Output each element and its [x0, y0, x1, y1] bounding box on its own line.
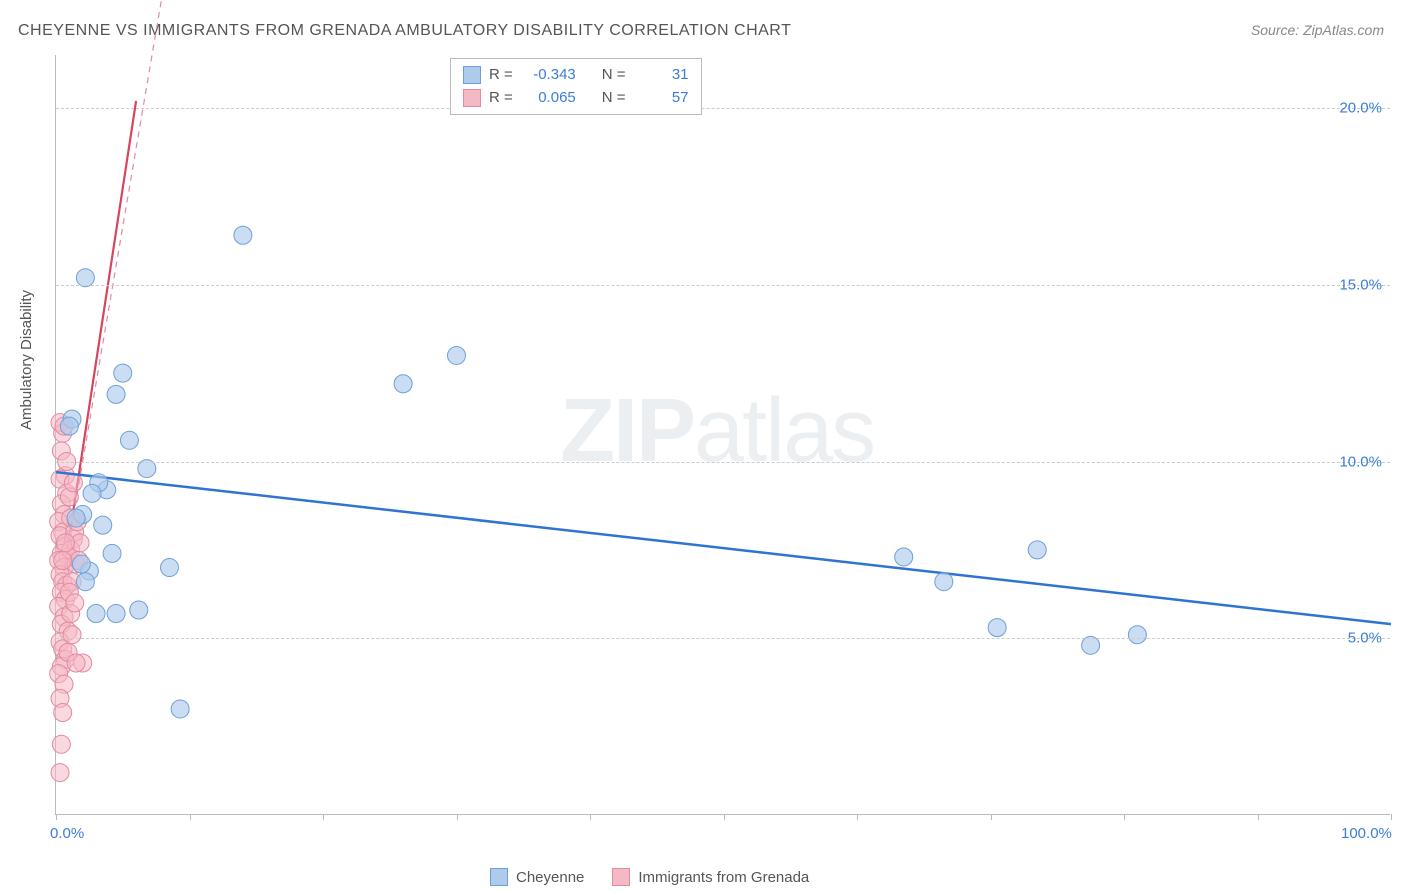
y-tick-label: 5.0% [1348, 630, 1382, 647]
gridline [56, 285, 1390, 286]
data-point [1028, 541, 1046, 559]
x-tick [724, 814, 725, 820]
gridline [56, 638, 1390, 639]
n-value: 31 [634, 64, 689, 87]
data-point [130, 601, 148, 619]
y-tick-label: 20.0% [1339, 100, 1382, 117]
scatter-plot-svg [56, 55, 1390, 814]
swatch-icon [463, 89, 481, 107]
legend-item: Cheyenne [490, 868, 584, 886]
r-value: 0.065 [521, 87, 576, 110]
data-point [83, 484, 101, 502]
trend-line [56, 472, 1391, 624]
data-point [114, 364, 132, 382]
data-point [67, 509, 85, 527]
data-point [448, 346, 466, 364]
x-tick [457, 814, 458, 820]
x-tick [190, 814, 191, 820]
data-point [394, 375, 412, 393]
data-point [63, 626, 81, 644]
data-point [64, 474, 82, 492]
gridline [56, 108, 1390, 109]
data-point [171, 700, 189, 718]
x-tick [1124, 814, 1125, 820]
data-point [52, 735, 70, 753]
data-point [160, 559, 178, 577]
x-tick [1391, 814, 1392, 820]
data-point [94, 516, 112, 534]
y-axis-label: Ambulatory Disability [18, 290, 35, 430]
x-tick [56, 814, 57, 820]
data-point [66, 594, 84, 612]
data-point [935, 573, 953, 591]
swatch-icon [612, 868, 630, 886]
data-point [103, 544, 121, 562]
x-tick [590, 814, 591, 820]
data-point [60, 417, 78, 435]
x-tick [1258, 814, 1259, 820]
y-tick-label: 15.0% [1339, 276, 1382, 293]
y-tick-label: 10.0% [1339, 453, 1382, 470]
data-point [54, 703, 72, 721]
x-tick [857, 814, 858, 820]
data-point [1128, 626, 1146, 644]
swatch-icon [490, 868, 508, 886]
x-tick [323, 814, 324, 820]
r-value: -0.343 [521, 64, 576, 87]
n-label: N = [602, 87, 626, 110]
data-point [51, 764, 69, 782]
stats-row: R = 0.065 N = 57 [463, 87, 689, 110]
data-point [988, 619, 1006, 637]
chart-title: CHEYENNE VS IMMIGRANTS FROM GRENADA AMBU… [18, 22, 791, 40]
n-value: 57 [634, 87, 689, 110]
source-attribution: Source: ZipAtlas.com [1251, 22, 1384, 38]
r-label: R = [489, 87, 513, 110]
data-point [107, 385, 125, 403]
data-point [76, 573, 94, 591]
swatch-icon [463, 66, 481, 84]
stats-row: R = -0.343 N = 31 [463, 64, 689, 87]
data-point [54, 551, 72, 569]
data-point [120, 431, 138, 449]
correlation-stats-box: R = -0.343 N = 31 R = 0.065 N = 57 [450, 58, 702, 115]
x-tick-label: 100.0% [1341, 825, 1392, 842]
x-tick [991, 814, 992, 820]
data-point [67, 654, 85, 672]
gridline [56, 462, 1390, 463]
x-tick-label: 0.0% [50, 825, 84, 842]
n-label: N = [602, 64, 626, 87]
data-point [87, 605, 105, 623]
legend-label: Immigrants from Grenada [638, 869, 809, 886]
legend: Cheyenne Immigrants from Grenada [490, 868, 809, 886]
data-point [895, 548, 913, 566]
data-point [234, 226, 252, 244]
chart-plot-area: 5.0%10.0%15.0%20.0%0.0%100.0% [55, 55, 1390, 815]
data-point [56, 534, 74, 552]
legend-item: Immigrants from Grenada [612, 868, 809, 886]
legend-label: Cheyenne [516, 869, 584, 886]
r-label: R = [489, 64, 513, 87]
data-point [72, 555, 90, 573]
data-point [107, 605, 125, 623]
